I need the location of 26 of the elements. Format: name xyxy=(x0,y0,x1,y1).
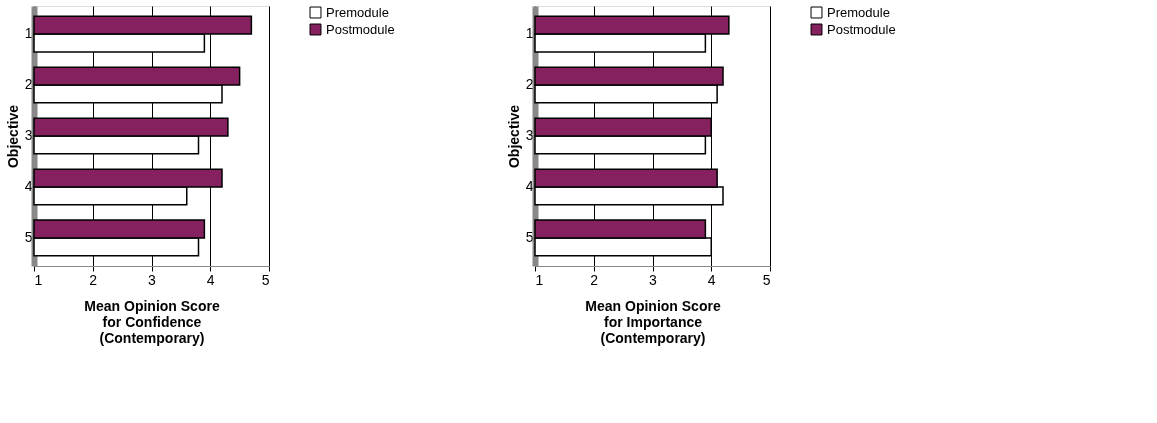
x-tick-label: 3 xyxy=(649,271,658,288)
x-axis-title: Mean Opinion Score for Importance (Contemporary) xyxy=(585,297,721,346)
legend-label: Premodule xyxy=(326,4,389,20)
y-tick-label: 2 xyxy=(525,76,534,93)
y-tick-label: 5 xyxy=(24,228,33,245)
x-tick-label: 5 xyxy=(762,271,771,288)
legend-label: Premodule xyxy=(827,4,890,20)
y-tick-label: 5 xyxy=(525,228,534,245)
y-axis-title: Objective xyxy=(505,104,522,169)
y-tick-label: 4 xyxy=(525,177,534,194)
y-tick-label: 1 xyxy=(24,25,33,42)
x-tick-label: 3 xyxy=(148,271,157,288)
x-tick-label: 4 xyxy=(707,271,716,288)
legend-label: Postmodule xyxy=(326,21,395,37)
y-tick-label: 4 xyxy=(24,177,33,194)
y-tick-label: 3 xyxy=(24,127,33,143)
legend-label: Postmodule xyxy=(827,21,896,37)
y-tick-label: 3 xyxy=(525,127,534,143)
y-axis-title: Objective xyxy=(4,104,21,169)
y-tick-label: 1 xyxy=(525,25,534,42)
x-axis-title: Mean Opinion Score for Confidence (Contemporary) xyxy=(84,297,220,346)
x-tick-label: 2 xyxy=(590,271,599,288)
x-tick-label: 2 xyxy=(89,271,98,288)
x-tick-label: 5 xyxy=(261,271,270,288)
y-tick-label: 2 xyxy=(24,76,33,93)
x-tick-label: 4 xyxy=(206,271,215,288)
